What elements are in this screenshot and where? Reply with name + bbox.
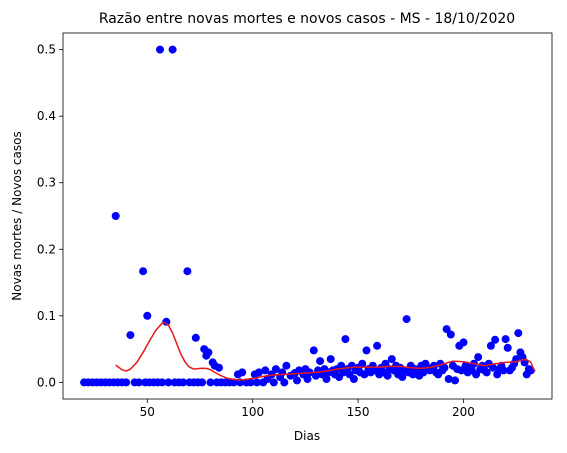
y-tick-label: 0.5: [37, 43, 56, 57]
data-point-92: [349, 375, 358, 383]
data-point-144: [459, 338, 468, 347]
data-point-53: [252, 378, 261, 387]
data-point-49: [238, 368, 247, 377]
data-point-51: [246, 378, 255, 387]
data-point-29: [183, 267, 192, 276]
x-axis-ticks: 50 100 150 200: [140, 399, 475, 419]
trend-line-layer: [115, 321, 536, 381]
data-point-108: [383, 371, 392, 380]
data-point-71: [303, 375, 312, 383]
data-point-98: [362, 346, 371, 355]
data-point-37: [204, 348, 213, 357]
data-point-73: [309, 346, 318, 355]
y-tick-label: 0.1: [37, 309, 56, 323]
x-tick-label: 150: [347, 405, 370, 419]
data-point-63: [280, 378, 289, 387]
data-point-137: [444, 375, 453, 383]
data-point-14: [134, 378, 143, 387]
plot-background: [63, 33, 552, 399]
chart-title: Razão entre novas mortes e novos casos -…: [99, 11, 515, 27]
data-point-103: [373, 341, 382, 350]
y-axis-label: Novas mortes / Novos casos: [10, 131, 24, 300]
data-point-8: [111, 212, 120, 220]
data-point-64: [282, 361, 291, 370]
data-point-59: [269, 378, 278, 387]
data-point-81: [326, 355, 335, 364]
data-point-88: [341, 335, 350, 344]
x-tick-label: 200: [452, 405, 475, 419]
data-point-135: [440, 363, 449, 372]
data-point-38: [206, 378, 215, 387]
data-point-155: [482, 368, 491, 377]
x-axis-label: Dias: [294, 429, 320, 443]
y-tick-label: 0.2: [37, 242, 56, 256]
data-point-115: [398, 373, 407, 381]
data-point-60: [271, 365, 280, 374]
data-point-164: [501, 335, 510, 344]
plot-frame: [62, 32, 553, 400]
trend-line: [115, 321, 536, 381]
data-point-96: [358, 359, 367, 368]
data-point-11: [122, 378, 131, 387]
y-tick-label: 0.0: [37, 375, 56, 389]
data-point-158: [489, 363, 497, 372]
data-point-79: [322, 375, 331, 383]
data-point-165: [503, 343, 512, 352]
data-point-170: [514, 329, 523, 338]
data-point-107: [381, 359, 390, 368]
data-point-21: [156, 45, 164, 54]
data-point-157: [486, 341, 495, 350]
data-point-56: [261, 366, 270, 375]
data-point-17: [143, 311, 152, 320]
data-point-151: [474, 353, 483, 362]
data-point-110: [387, 355, 396, 364]
data-point-117: [402, 315, 411, 324]
data-points: [80, 45, 535, 387]
y-tick-label: 0.4: [37, 109, 56, 123]
data-point-42: [215, 363, 223, 372]
data-point-140: [451, 376, 459, 385]
data-point-138: [446, 330, 455, 339]
data-point-32: [191, 333, 200, 342]
data-point-22: [158, 378, 167, 387]
data-point-25: [168, 45, 177, 54]
y-tick-label: 0.3: [37, 176, 56, 190]
data-point-12: [126, 331, 135, 340]
data-point-23: [162, 317, 171, 326]
data-point-28: [179, 378, 188, 387]
data-point-67: [293, 376, 301, 385]
data-point-15: [139, 267, 148, 276]
data-point-163: [499, 366, 508, 375]
x-tick-label: 100: [241, 405, 264, 419]
data-point-136: [442, 325, 451, 334]
data-point-34: [198, 378, 207, 387]
x-tick-label: 50: [140, 405, 155, 419]
data-point-24: [164, 378, 173, 387]
data-point-159: [491, 335, 500, 344]
y-axis-ticks: 0.0 0.1 0.2 0.3 0.4 0.5: [37, 43, 63, 389]
data-point-76: [316, 357, 325, 366]
data-point-54: [255, 368, 263, 377]
